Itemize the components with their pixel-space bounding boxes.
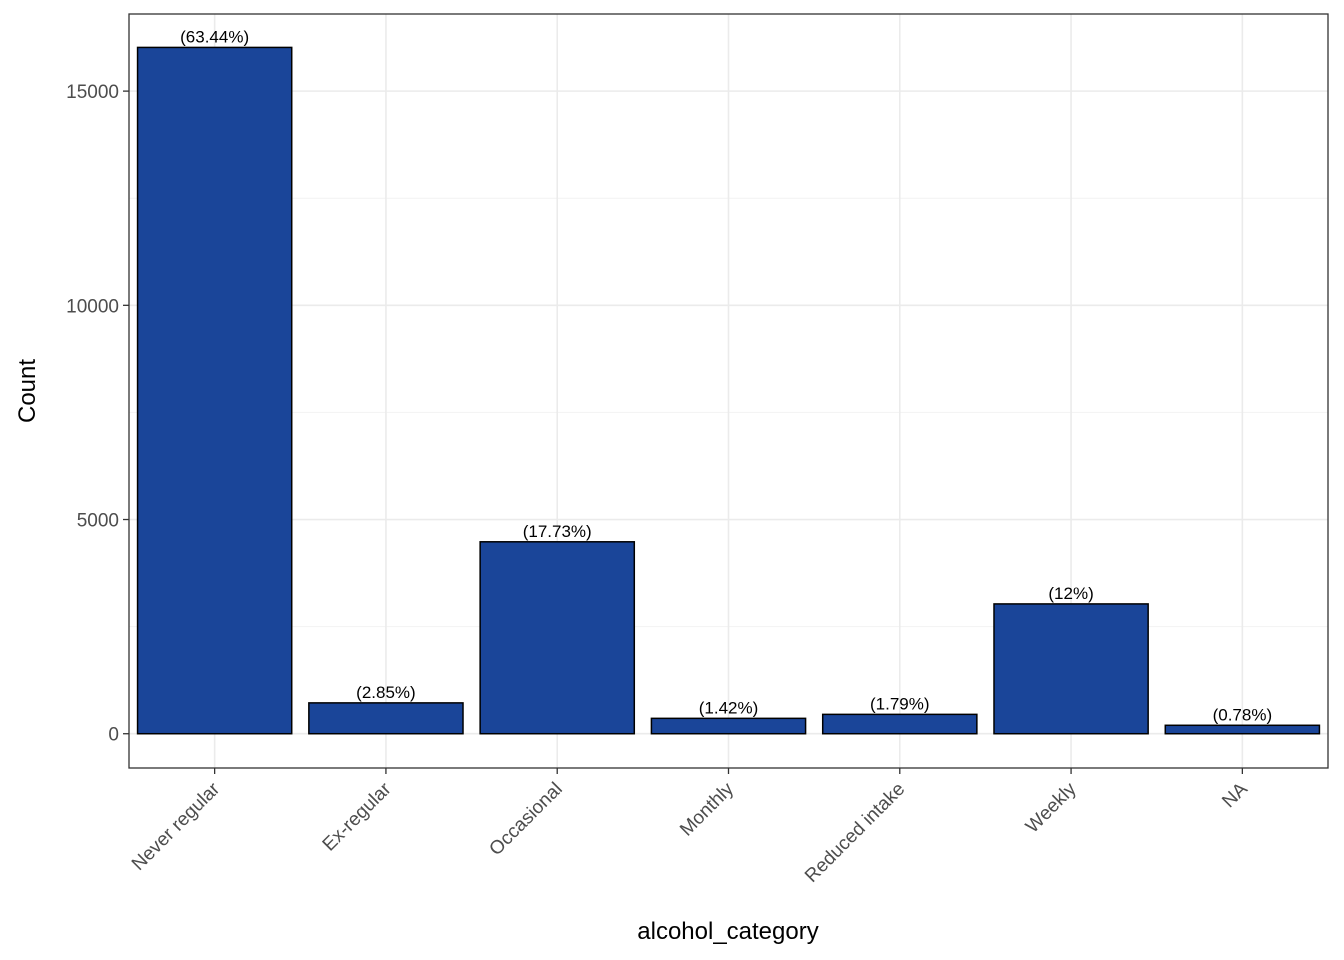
y-tick-label: 15000 [66,82,119,103]
y-tick-label: 5000 [77,511,119,532]
bar-data-label: (0.78%) [1213,705,1273,724]
bar-data-label: (1.42%) [699,698,759,717]
bar [993,603,1149,735]
x-axis-title: alcohol_category [637,918,818,945]
bars-group [136,46,1321,735]
y-tick-label: 10000 [66,296,119,317]
bar [650,717,807,735]
bar [821,713,978,735]
y-axis: 0 5000 10000 15000 [66,82,129,746]
y-tick-label: 0 [108,725,119,746]
bar-data-label: (2.85%) [356,683,416,702]
bar [479,541,636,735]
y-axis-title: Count [14,359,41,423]
bar-data-label: (12%) [1048,584,1093,603]
bar-data-label: (63.44%) [180,27,249,46]
bar [1164,724,1321,735]
bar [136,46,293,735]
bar [308,702,464,735]
data-labels-group: (63.44%) (2.85%) (17.73%) (1.42%) (1.79%) (12… [180,27,1272,724]
bar-data-label: (17.73%) [523,522,592,541]
bar-data-label: (1.79%) [870,694,930,713]
